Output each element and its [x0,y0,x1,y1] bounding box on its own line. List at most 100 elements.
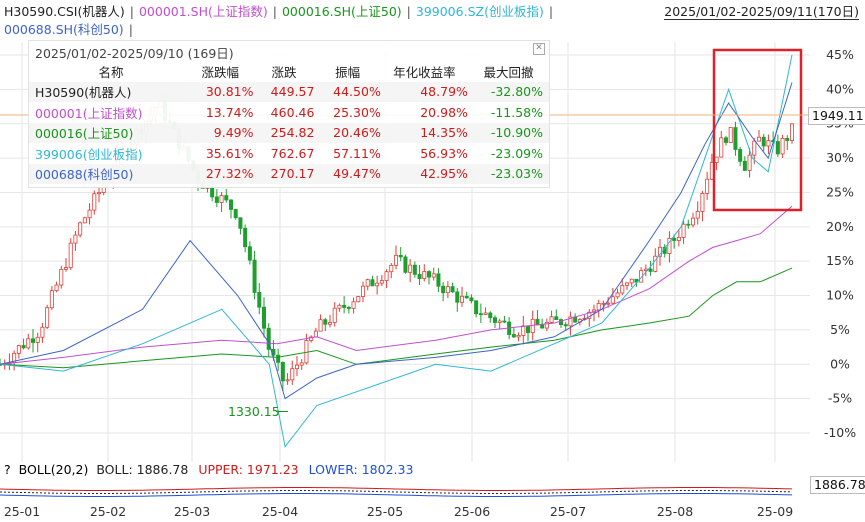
boll-label[interactable]: BOLL(20,2) [18,462,89,477]
y-tick-label: 25% [826,184,854,199]
candle-body [610,296,615,304]
boll-value-label: 1886.78 [810,476,865,494]
candle-body [342,304,347,308]
candle-body [714,156,719,163]
price-chart[interactable]: 45%40%35%30%25%20%15%10%5%0%-5%-10% [0,42,865,462]
candle-body [436,273,441,287]
legend-sep: | [548,4,554,19]
row-annual: 56.93% [420,145,468,161]
candle-body [478,313,483,316]
boll-lower: LOWER: 1802.33 [308,462,414,477]
legend-sse50[interactable]: 000016.SH(上证50) [281,4,402,19]
candle-body [323,319,328,325]
chart-header: H30590.CSI(机器人) | 000001.SH(上证指数) | 000016.S… [0,0,865,42]
legend-sep: | [129,4,134,19]
candle-body [294,364,299,370]
legend-star50[interactable]: 000688.SH(科创50) [4,22,124,37]
candle-body [68,242,73,268]
candle-body [445,286,450,294]
candle-body [672,237,677,241]
close-icon[interactable]: ✕ [533,43,545,55]
legend-chinext[interactable]: 399006.SZ(创业板指) [415,4,544,19]
candle-body [667,237,672,254]
candle-body [266,327,271,350]
candle-body [261,306,266,329]
candle-body [252,259,257,293]
table-row[interactable]: 399006(创业板指) 35.61% 762.67 57.11% 56.93%… [29,143,549,164]
candle-body [526,325,531,334]
table-row[interactable]: 000001(上证指数) 13.74% 460.46 25.30% 20.98%… [29,102,549,123]
row-annual: 48.79% [380,81,468,102]
y-axis-ticks: 45%40%35%30%25%20%15%10%5%0%-5%-10% [824,47,856,440]
row-annual: 42.95% [380,163,468,184]
row-mdd: -10.90% [467,122,549,143]
candle-body [233,209,238,219]
candle-body [26,338,31,349]
candle-body [596,303,601,311]
stats-panel[interactable]: 2025/01/02-2025/09/10 (169日) ✕ 名称 涨跌幅 涨跌… [28,40,550,188]
candle-body [247,246,252,261]
row-mdd: -32.80% [467,81,549,102]
row-chg: 460.46 [270,104,315,120]
row-name: H30590(机器人) [29,81,188,102]
candle-body [412,264,417,275]
row-mdd: -23.03% [467,163,549,184]
candle-body [488,312,493,319]
candle-body [59,268,64,286]
candle-body [502,320,507,323]
candle-body [45,307,50,328]
x-tick-label: 25-09 [757,504,793,519]
boll-line [0,490,793,494]
x-tick-label: 25-08 [657,504,693,519]
legend-line-2: 000688.SH(科创50) | [4,21,138,39]
candle-body [790,123,795,141]
highlight-box [712,48,803,212]
candle-body [87,209,92,219]
stats-title: 2025/01/02-2025/09/10 (169日) [35,46,234,61]
help-icon[interactable]: ? [4,462,11,477]
candle-body [681,223,686,238]
candle-body [441,285,446,294]
x-tick-label: 25-04 [262,504,298,519]
candle-body [309,336,314,341]
candle-body [752,140,757,156]
low-price-pointer [276,411,288,412]
candle-body [785,137,790,141]
legend-sh-composite[interactable]: 000001.SH(上证指数) [138,4,268,19]
candle-body [389,264,394,273]
row-amp: 44.50% [314,81,381,102]
candle-body [299,362,304,366]
candle-body [318,319,323,332]
candle-body [606,302,611,305]
y-tick-label: 45% [826,47,854,62]
col-chg-pct: 涨跌幅 [201,64,240,80]
boll-line [0,493,793,497]
candle-body [775,141,780,155]
col-amp: 振幅 [335,64,361,80]
candle-body [228,199,233,210]
candle-body [276,354,281,363]
row-amp: 57.11% [333,145,381,161]
row-annual: 14.35% [380,122,468,143]
table-row[interactable]: 000688(科创50) 27.32% 270.17 49.47% 42.95%… [29,163,549,184]
candle-body [601,302,606,305]
candle-body [214,196,219,203]
candle-body [691,217,696,226]
y-tick-label: 15% [826,253,854,268]
candle-body [365,279,370,287]
series-line [0,205,793,365]
candle-body [243,227,248,248]
table-row[interactable]: H30590(机器人) 30.81% 449.57 44.50% 48.79% … [29,81,549,102]
legend-robot[interactable]: H30590.CSI(机器人) [4,4,125,19]
table-row[interactable]: 000016(上证50) 9.49% 254.82 20.46% 14.35% … [29,122,549,143]
candle-body [516,335,521,338]
candle-body [290,368,295,381]
candle-body [615,292,620,298]
x-axis-ticks: 25-01 25-02 25-03 25-04 25-05 25-06 25-07 25-08… [4,504,793,519]
candle-body [422,271,427,280]
series-line [0,267,793,369]
date-range-selector[interactable]: 2025/01/02-2025/09/11(170日) [664,4,859,20]
stats-header-row: 名称 涨跌幅 涨跌 振幅 年化收益率 最大回撤 [29,61,549,82]
candle-body [544,321,549,329]
boll-panel[interactable]: 25-01 25-02 25-03 25-04 25-05 25-06 25-07 25-08… [0,478,865,522]
